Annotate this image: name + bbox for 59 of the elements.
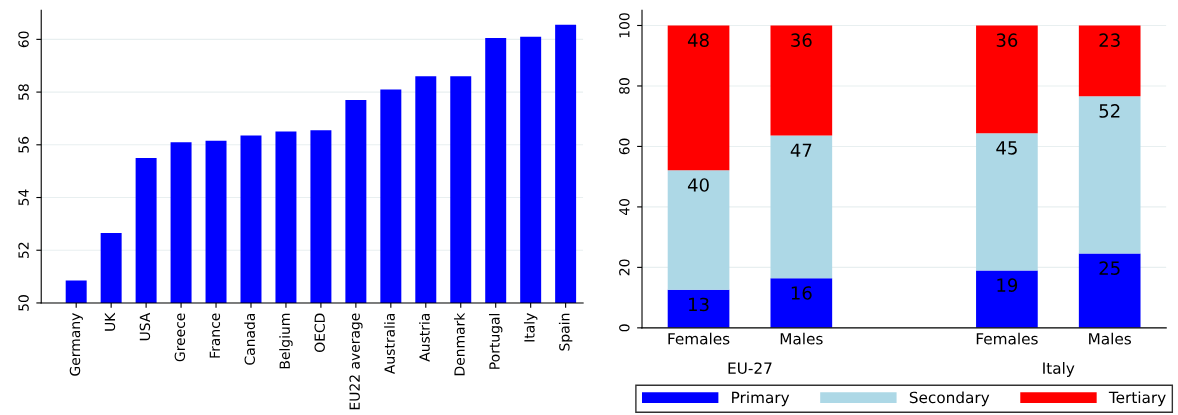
bar (770, 278, 833, 328)
data-label: 25 (1099, 261, 1120, 276)
legend-label: Secondary (909, 391, 990, 407)
y-tick-label: 80 (619, 78, 630, 94)
x-tick-label: Spain (558, 313, 573, 351)
x-tick-label: Females (668, 332, 730, 345)
bar (667, 289, 730, 328)
x-tick-label: UK (104, 312, 116, 331)
x-tick-label: Females (976, 332, 1038, 345)
bar (1078, 253, 1141, 328)
data-label: 36 (791, 33, 812, 48)
data-label: 13 (689, 297, 709, 312)
data-label: 23 (1099, 33, 1120, 48)
x-tick-label: Austria (419, 313, 430, 362)
data-label: 19 (997, 278, 1018, 292)
y-tick-label: 52 (18, 242, 29, 258)
x-tick-label: Australia (384, 313, 395, 374)
x-tick-label: France (209, 313, 221, 358)
x-tick-label: USA (139, 312, 151, 341)
x-tick-label: OECD (314, 313, 325, 352)
x-tick-label: EU22 average (349, 313, 363, 410)
data-label: 48 (687, 33, 709, 48)
text: EU-27 (728, 362, 772, 374)
x-tick-label: Italy (523, 313, 538, 342)
data-label: 16 (791, 286, 812, 300)
bar (976, 270, 1038, 328)
x-tick-label: Denmark (454, 312, 465, 376)
legend-label: Tertiary (1108, 391, 1166, 407)
y-tick-label: 60 (619, 138, 630, 155)
y-tick-label: 40 (619, 198, 630, 216)
x-tick-label: Males (780, 332, 823, 345)
bar (667, 25, 730, 171)
bar (1078, 96, 1141, 254)
bar (976, 25, 1038, 134)
data-label: 45 (996, 141, 1017, 155)
legend-label: Primary (732, 391, 790, 407)
y-tick-label: 0 (619, 324, 630, 332)
x-tick-label: Greece (174, 313, 186, 362)
data-label: 36 (996, 33, 1018, 48)
y-tick-label: 60 (18, 31, 29, 48)
data-label: 40 (687, 178, 709, 192)
data-label: 47 (790, 143, 812, 157)
x-tick-label: Belgium (279, 313, 293, 369)
bar (770, 25, 833, 136)
bar (770, 135, 833, 279)
y-tick-label: 58 (18, 84, 29, 100)
bar (976, 133, 1038, 271)
y-tick-label: 20 (619, 259, 630, 276)
x-tick-label: Portugal (488, 313, 503, 369)
y-tick-label: 100 (619, 13, 630, 38)
bar (667, 170, 730, 290)
x-tick-label: Canada (244, 313, 256, 365)
bar (1078, 25, 1141, 97)
y-tick-label: 56 (18, 136, 29, 153)
x-tick-label: Germany (69, 313, 83, 376)
y-tick-label: 54 (18, 189, 29, 206)
y-tick-label: 50 (18, 295, 29, 311)
x-tick-label: Males (1089, 332, 1132, 345)
data-label: 52 (1099, 104, 1120, 118)
